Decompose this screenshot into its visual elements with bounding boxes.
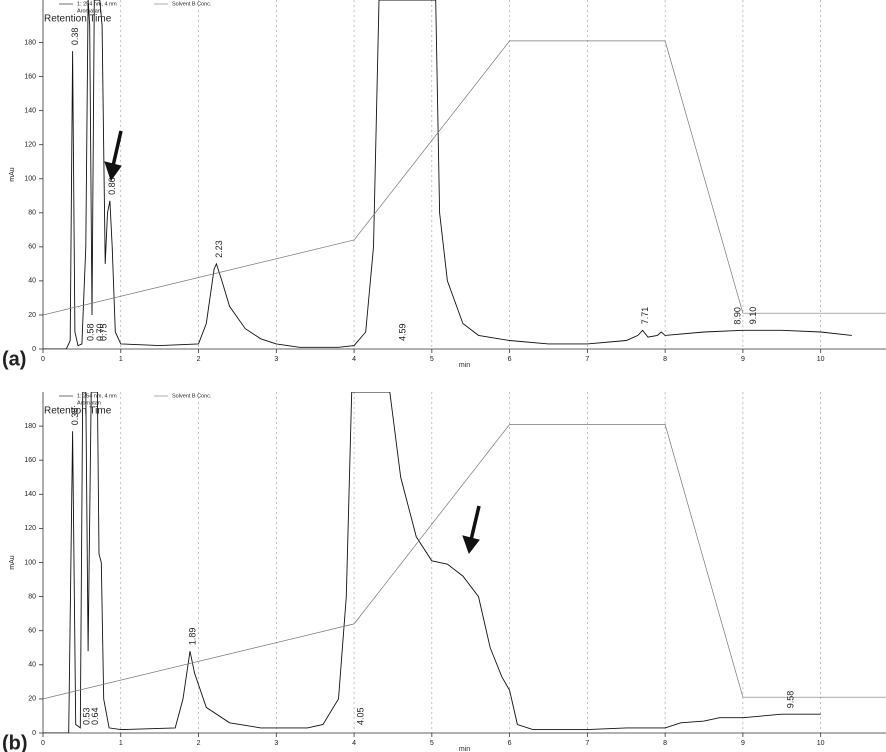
y-tick-label: 60: [28, 628, 36, 635]
y-tick-label: 0: [32, 730, 36, 737]
x-tick-label: 3: [274, 740, 278, 747]
panel: 0 1 2 3 4 5 6 7 8 9 10020406080100120140160180minm…: [2, 0, 886, 370]
x-tick-label: 7: [585, 740, 589, 747]
peak-label: 0.70: [95, 323, 105, 341]
y-tick-label: 20: [28, 696, 36, 703]
legend-label: 1: 254 nm, 4 nm: [77, 393, 117, 399]
legend-label: Solvent B Conc.: [172, 1, 212, 7]
y-tick-label: 120: [24, 142, 36, 149]
x-tick-label: 9: [741, 740, 745, 747]
peak-label: 9.10: [748, 307, 758, 325]
x-tick-label: 8: [663, 356, 667, 363]
plot-area: 0.38 0.530.64 1.89 4.05 9.58: [43, 392, 886, 733]
y-tick-label: 0: [32, 346, 36, 353]
y-tick-label: 100: [24, 176, 36, 183]
y-tick-label: 80: [28, 210, 36, 217]
x-tick-label: 1: [119, 740, 123, 747]
x-tick-label: 5: [430, 356, 434, 363]
x-tick-label: 10: [817, 356, 825, 363]
x-tick-label: 7: [585, 356, 589, 363]
trace: [43, 392, 821, 733]
legend-label: 1: 254 nm, 4 nm: [77, 1, 117, 7]
peak-label: 1.89: [187, 628, 197, 646]
legend-label: Solvent B Conc.: [172, 393, 212, 399]
legend-sample: Aromatan: [77, 8, 101, 14]
x-axis-label: min: [459, 362, 470, 369]
panel-label: (b): [2, 732, 28, 752]
y-tick-label: 120: [24, 525, 36, 532]
y-tick-label: 180: [24, 423, 36, 430]
y-tick-label: 40: [28, 662, 36, 669]
peak-label: 8.90: [733, 307, 743, 325]
gradient-line: [43, 424, 886, 700]
panel-label: (a): [2, 348, 26, 370]
x-tick-label: 5: [430, 740, 434, 747]
x-tick-label: 6: [508, 356, 512, 363]
peak-label: 4.59: [397, 323, 407, 341]
peak-label: 0.53: [82, 707, 92, 725]
y-tick-label: 160: [24, 73, 36, 80]
x-tick-label: 0: [41, 356, 45, 363]
peak-label: 4.05: [355, 707, 365, 725]
y-axis-label: mAu: [9, 167, 16, 182]
y-tick-label: 60: [28, 244, 36, 251]
x-tick-label: 4: [352, 740, 356, 747]
x-tick-label: 2: [197, 356, 201, 363]
y-tick-label: 100: [24, 559, 36, 566]
peak-label: 0.75: [99, 323, 109, 341]
peak-label: 0.86: [107, 177, 117, 195]
plot-area: 0.38 0.58 0.700.75 0.86 2.23 4.59 7.71 8.90 9.10: [43, 0, 886, 349]
y-tick-label: 20: [28, 312, 36, 319]
y-tick-label: 140: [24, 108, 36, 115]
y-tick-label: 80: [28, 593, 36, 600]
y-tick-label: 140: [24, 491, 36, 498]
x-tick-label: 2: [197, 740, 201, 747]
peak-label: 0.38: [70, 28, 80, 46]
y-tick-label: 40: [28, 278, 36, 285]
y-tick-label: 160: [24, 457, 36, 464]
peak-label: 0.58: [85, 323, 95, 341]
panel: 0 1 2 3 4 5 6 7 8 9 10020406080100120140160180minm…: [2, 392, 886, 752]
peak-label: 9.58: [785, 691, 795, 709]
y-axis-label: mAu: [9, 555, 16, 570]
arrow: [104, 130, 481, 555]
x-tick-label: 3: [274, 356, 278, 363]
peak-label: 0.38: [70, 408, 80, 426]
annotation: Retention Time: [44, 406, 112, 417]
x-tick-label: 8: [663, 740, 667, 747]
peak-label: 0.64: [90, 707, 100, 725]
x-tick-label: 4: [352, 356, 356, 363]
gradient-line: [43, 40, 886, 316]
y-tick-label: 180: [24, 39, 36, 46]
x-tick-label: 9: [741, 356, 745, 363]
annotation: Retention Time: [44, 14, 112, 25]
legend-sample: Aromatan: [77, 400, 101, 406]
trace: [43, 0, 852, 349]
peak-label: 2.23: [214, 240, 224, 258]
x-tick-label: 10: [817, 740, 825, 747]
x-axis-label: min: [459, 746, 470, 752]
x-tick-label: 1: [119, 356, 123, 363]
x-tick-label: 6: [508, 740, 512, 747]
peak-label: 7.71: [640, 307, 650, 325]
x-tick-label: 0: [41, 740, 45, 747]
